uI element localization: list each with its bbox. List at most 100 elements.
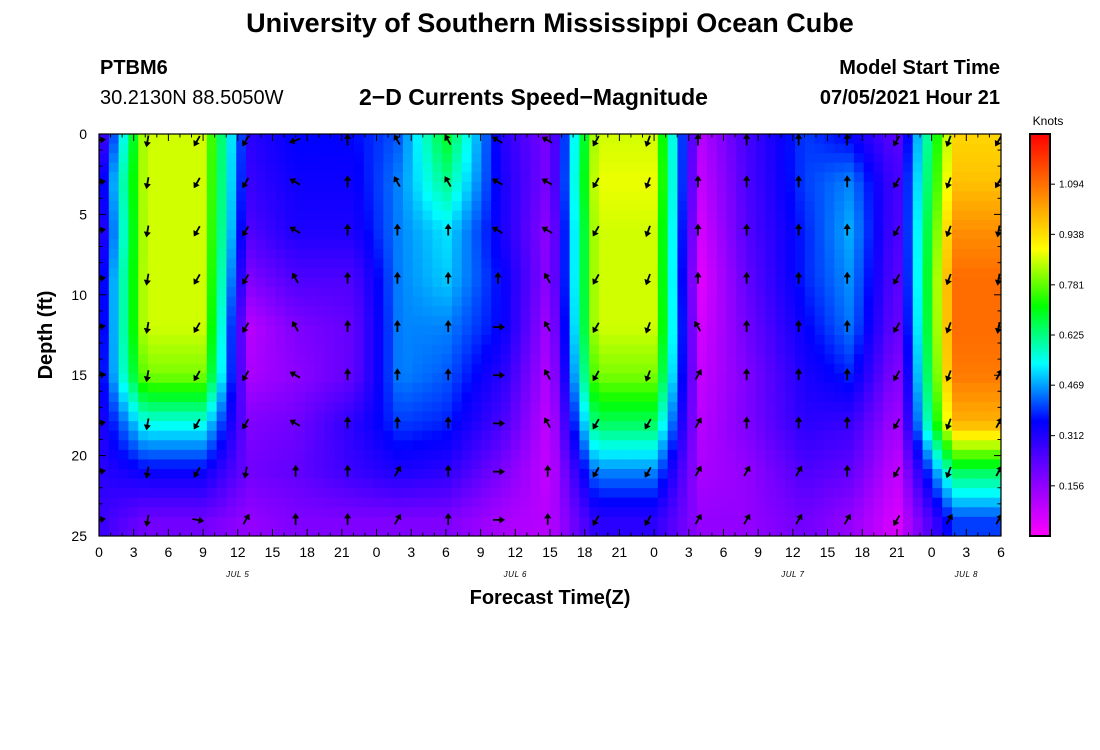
current-arrow bbox=[394, 465, 402, 477]
heatmap-cell bbox=[599, 210, 610, 221]
heatmap-cell bbox=[344, 411, 355, 422]
heatmap-cell bbox=[559, 411, 571, 422]
heatmap-cell bbox=[716, 277, 728, 288]
heatmap-cell bbox=[795, 459, 806, 470]
heatmap-cell bbox=[108, 258, 120, 269]
heatmap-cell bbox=[334, 344, 345, 355]
heatmap-cell bbox=[461, 315, 473, 327]
heatmap-cell bbox=[765, 449, 777, 461]
heatmap-cell bbox=[775, 248, 786, 260]
heatmap-cell bbox=[873, 469, 884, 480]
heatmap-cell bbox=[550, 296, 561, 307]
heatmap-cell bbox=[883, 134, 894, 145]
heatmap-cell bbox=[255, 373, 267, 384]
heatmap-cell bbox=[471, 306, 482, 317]
heatmap-cell bbox=[746, 526, 757, 536]
heatmap-cell bbox=[540, 526, 551, 536]
heatmap-cell bbox=[736, 153, 747, 164]
heatmap-cell bbox=[687, 402, 698, 413]
heatmap-cell bbox=[393, 153, 404, 164]
current-arrow bbox=[644, 466, 652, 478]
heatmap-cell bbox=[559, 382, 571, 394]
heatmap-cell bbox=[922, 382, 933, 394]
heatmap-cell bbox=[275, 344, 286, 355]
heatmap-cell bbox=[902, 411, 914, 422]
heatmap-cell bbox=[599, 181, 610, 193]
heatmap-cell bbox=[255, 363, 267, 374]
heatmap-cell bbox=[814, 344, 826, 355]
heatmap-cell bbox=[932, 497, 943, 508]
heatmap-cell bbox=[363, 229, 375, 240]
heatmap-cell bbox=[471, 411, 482, 422]
heatmap-cell bbox=[589, 306, 600, 317]
heatmap-cell bbox=[657, 229, 669, 240]
heatmap-cell bbox=[883, 181, 894, 193]
heatmap-cell bbox=[863, 220, 875, 231]
heatmap-cell bbox=[687, 296, 698, 307]
heatmap-cell bbox=[932, 162, 943, 173]
heatmap-cell bbox=[128, 172, 139, 183]
heatmap-cell bbox=[559, 440, 571, 451]
heatmap-cell bbox=[481, 373, 492, 384]
heatmap-cell bbox=[981, 449, 992, 461]
heatmap-cell bbox=[628, 277, 639, 288]
heatmap-cell bbox=[373, 459, 384, 470]
heatmap-cell bbox=[589, 268, 600, 279]
heatmap-cell bbox=[510, 296, 522, 307]
heatmap-cell bbox=[138, 335, 149, 346]
heatmap-cell bbox=[912, 430, 924, 441]
heatmap-cell bbox=[795, 143, 806, 154]
heatmap-cell bbox=[451, 181, 463, 193]
heatmap-cell bbox=[873, 440, 884, 451]
heatmap-cell bbox=[442, 497, 453, 508]
heatmap-cell bbox=[687, 201, 698, 212]
heatmap-cell bbox=[236, 277, 247, 288]
heatmap-cell bbox=[873, 210, 884, 221]
heatmap-cell bbox=[402, 268, 414, 279]
heatmap-cell bbox=[657, 440, 669, 451]
heatmap-cell bbox=[912, 373, 924, 384]
heatmap-cell bbox=[628, 392, 639, 403]
heatmap-cell bbox=[697, 363, 708, 374]
heatmap-cell bbox=[500, 268, 512, 279]
heatmap-cell bbox=[118, 210, 130, 221]
heatmap-cell bbox=[912, 526, 924, 536]
heatmap-cell bbox=[275, 402, 286, 413]
heatmap-cell bbox=[687, 392, 698, 403]
heatmap-cell bbox=[148, 402, 159, 413]
x-tick-label: 12 bbox=[785, 544, 801, 560]
heatmap-cell bbox=[148, 248, 159, 260]
heatmap-cell bbox=[746, 134, 757, 145]
heatmap-cell bbox=[344, 162, 355, 173]
heatmap-cell bbox=[922, 335, 933, 346]
heatmap-cell bbox=[353, 469, 365, 480]
heatmap-cell bbox=[618, 392, 630, 403]
heatmap-cell bbox=[304, 526, 316, 536]
heatmap-cell bbox=[912, 392, 924, 403]
heatmap-cell bbox=[961, 449, 973, 461]
current-arrow bbox=[393, 368, 401, 381]
heatmap-cell bbox=[687, 459, 698, 470]
heatmap-cell bbox=[491, 220, 502, 231]
heatmap-cell bbox=[775, 296, 786, 307]
heatmap-layer bbox=[99, 134, 1001, 536]
heatmap-cell bbox=[814, 181, 826, 193]
heatmap-cell bbox=[795, 201, 806, 212]
heatmap-cell bbox=[638, 430, 649, 441]
heatmap-cell bbox=[295, 325, 306, 336]
heatmap-cell bbox=[873, 134, 884, 145]
heatmap-cell bbox=[893, 402, 904, 413]
colorbar-tick-label: 0.625 bbox=[1059, 331, 1084, 342]
heatmap-cell bbox=[991, 526, 1001, 536]
heatmap-cell bbox=[550, 172, 561, 183]
heatmap-cell bbox=[599, 296, 610, 307]
heatmap-cell bbox=[246, 344, 257, 355]
heatmap-cell bbox=[765, 181, 777, 193]
heatmap-cell bbox=[206, 248, 218, 260]
heatmap-cell bbox=[402, 497, 414, 508]
heatmap-cell bbox=[559, 459, 571, 470]
heatmap-cell bbox=[893, 248, 904, 260]
heatmap-cell bbox=[902, 478, 914, 489]
heatmap-cell bbox=[863, 344, 875, 355]
heatmap-cell bbox=[353, 258, 365, 269]
